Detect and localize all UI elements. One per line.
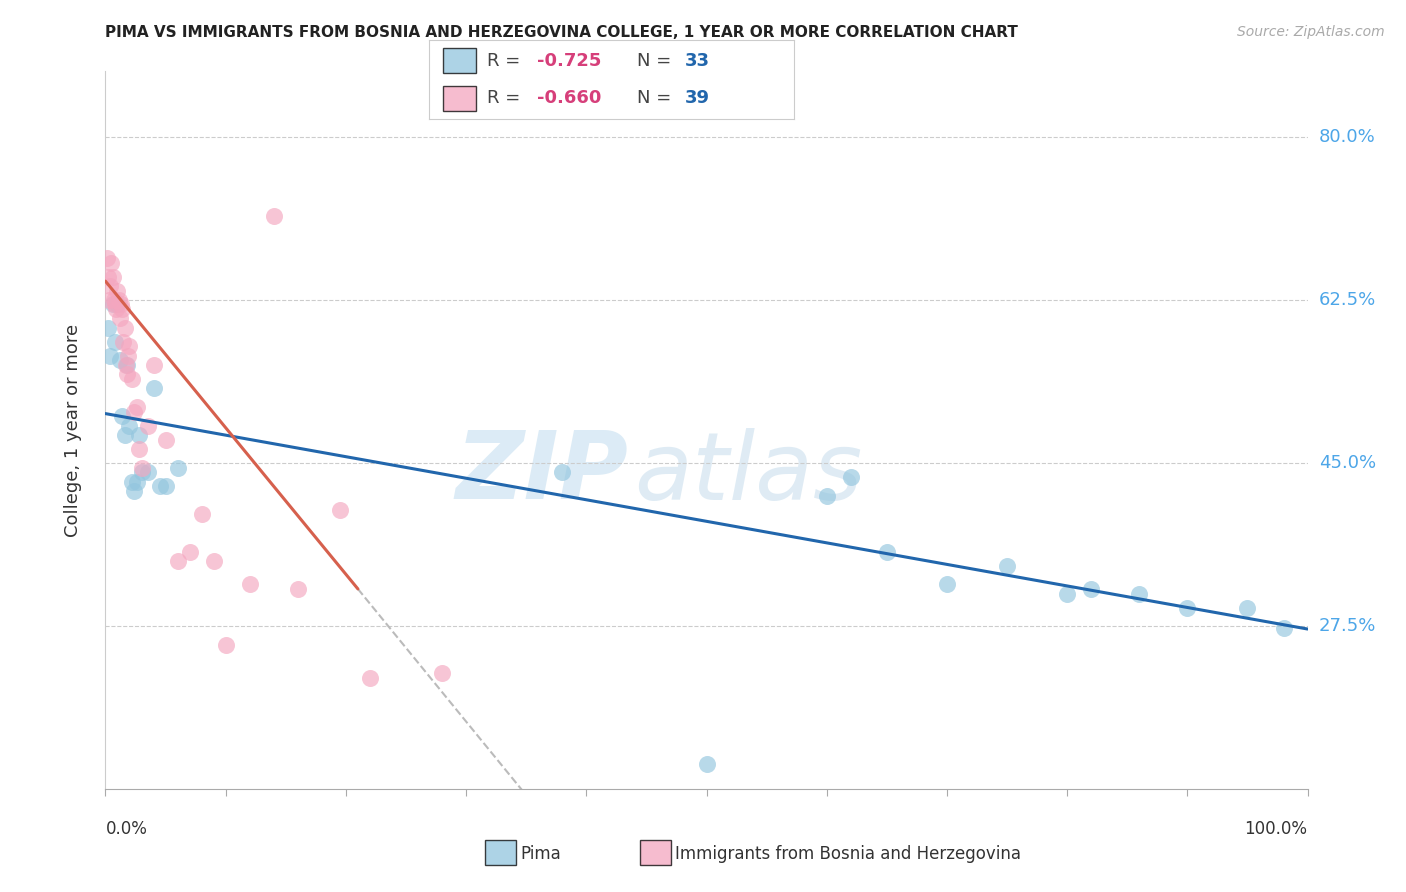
Point: [118, 339, 141, 353]
Text: N =: N =: [637, 52, 678, 70]
Point: [815, 489, 838, 503]
Point: [115, 368, 138, 382]
Text: Immigrants from Bosnia and Herzegovina: Immigrants from Bosnia and Herzegovina: [675, 845, 1021, 863]
Point: [287, 582, 309, 596]
Point: [114, 428, 136, 442]
Point: [696, 757, 718, 772]
Point: [114, 321, 136, 335]
Text: 80.0%: 80.0%: [1319, 128, 1375, 145]
Point: [936, 577, 959, 591]
Point: [97, 269, 120, 284]
Text: 100.0%: 100.0%: [1244, 820, 1308, 838]
Point: [121, 475, 143, 489]
Point: [105, 302, 128, 317]
Text: R =: R =: [488, 89, 526, 107]
Point: [155, 479, 177, 493]
Point: [329, 502, 352, 516]
Point: [111, 302, 134, 317]
Point: [142, 381, 165, 395]
Point: [98, 349, 121, 363]
Point: [103, 293, 125, 307]
Point: [155, 433, 177, 447]
Point: [995, 558, 1018, 573]
Point: [1080, 582, 1102, 596]
Point: [131, 466, 153, 480]
Point: [107, 284, 129, 298]
Point: [121, 372, 143, 386]
Point: [107, 293, 129, 307]
Point: [118, 418, 141, 433]
Text: PIMA VS IMMIGRANTS FROM BOSNIA AND HERZEGOVINA COLLEGE, 1 YEAR OR MORE CORRELATI: PIMA VS IMMIGRANTS FROM BOSNIA AND HERZE…: [105, 25, 1018, 40]
Point: [136, 466, 159, 480]
FancyBboxPatch shape: [443, 48, 477, 73]
Point: [108, 353, 131, 368]
Point: [96, 251, 118, 265]
FancyBboxPatch shape: [443, 86, 477, 111]
Text: 39: 39: [685, 89, 710, 107]
Point: [190, 508, 212, 522]
Point: [128, 442, 150, 456]
Point: [202, 554, 225, 568]
Point: [98, 278, 121, 293]
Point: [104, 334, 127, 349]
Point: [111, 409, 134, 424]
Point: [100, 255, 122, 269]
Point: [107, 297, 129, 311]
Point: [166, 460, 188, 475]
Text: Pima: Pima: [520, 845, 561, 863]
Point: [131, 460, 153, 475]
Point: [1056, 586, 1078, 600]
Point: [179, 544, 201, 558]
Point: [142, 358, 165, 372]
Point: [1272, 621, 1295, 635]
Point: [214, 638, 236, 652]
Point: [97, 321, 120, 335]
Text: -0.660: -0.660: [537, 89, 600, 107]
Point: [115, 358, 138, 372]
Point: [124, 405, 146, 419]
Point: [108, 311, 131, 326]
Point: [166, 554, 188, 568]
Text: atlas: atlas: [634, 428, 863, 519]
Point: [112, 334, 135, 349]
Text: R =: R =: [488, 52, 526, 70]
Text: 33: 33: [685, 52, 710, 70]
Point: [1236, 600, 1258, 615]
Point: [128, 428, 150, 442]
Y-axis label: College, 1 year or more: College, 1 year or more: [63, 324, 82, 537]
Point: [239, 577, 262, 591]
Point: [101, 269, 124, 284]
Text: 0.0%: 0.0%: [105, 820, 148, 838]
Point: [98, 293, 121, 307]
Point: [124, 483, 146, 498]
Point: [876, 544, 898, 558]
Point: [104, 297, 127, 311]
Point: [1175, 600, 1198, 615]
Point: [115, 358, 138, 372]
Point: [839, 470, 862, 484]
Point: [125, 475, 148, 489]
Text: 27.5%: 27.5%: [1319, 617, 1376, 635]
Point: [125, 400, 148, 414]
Text: ZIP: ZIP: [456, 427, 628, 519]
Text: N =: N =: [637, 89, 678, 107]
Text: Source: ZipAtlas.com: Source: ZipAtlas.com: [1237, 25, 1385, 39]
Point: [110, 297, 132, 311]
Point: [117, 349, 139, 363]
Text: 62.5%: 62.5%: [1319, 291, 1376, 309]
Text: 45.0%: 45.0%: [1319, 454, 1376, 472]
Point: [136, 418, 159, 433]
Point: [551, 466, 574, 480]
Point: [263, 209, 285, 223]
Point: [148, 479, 170, 493]
Point: [359, 671, 381, 685]
Point: [430, 665, 453, 680]
Point: [1128, 586, 1150, 600]
Text: -0.725: -0.725: [537, 52, 600, 70]
Point: [101, 297, 124, 311]
